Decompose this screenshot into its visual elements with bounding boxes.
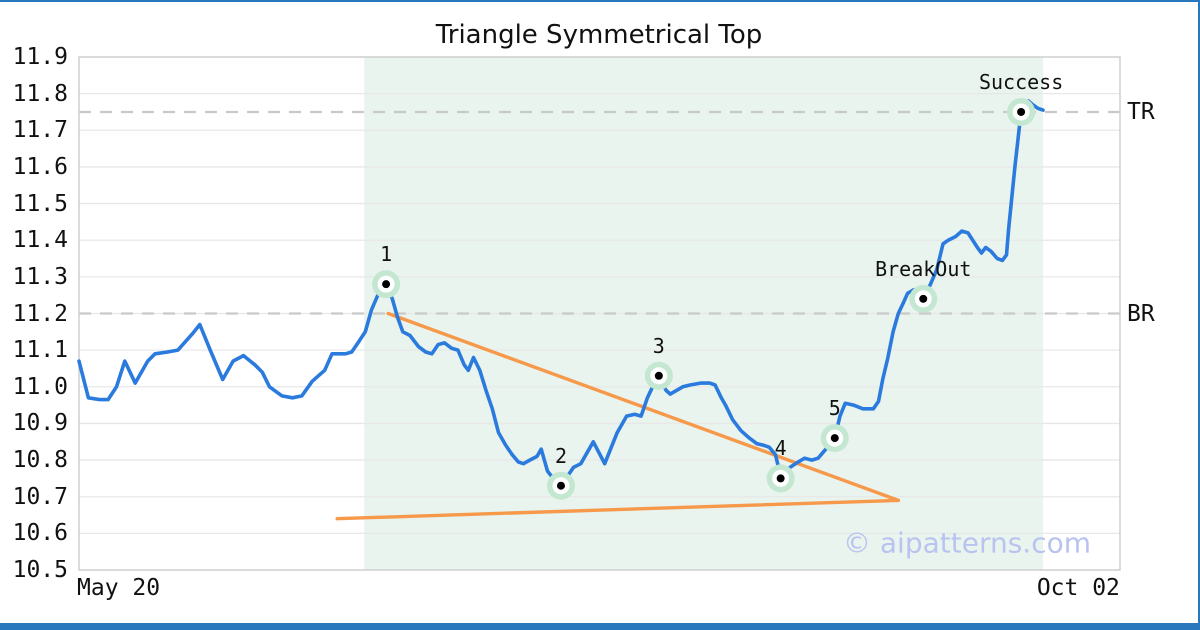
level-label-TR: TR	[1127, 98, 1155, 125]
marker-point-BreakOut	[919, 294, 928, 303]
y-tick-label: 10.6	[12, 520, 68, 547]
top-frame-bar	[0, 0, 1200, 2]
lower-trendline	[335, 498, 900, 521]
marker-point-4	[776, 474, 785, 483]
y-tick-label: 11.8	[12, 80, 68, 107]
x-tick-label: May 20	[77, 575, 161, 601]
plot-border	[78, 56, 1121, 571]
chart-title: Triangle Symmetrical Top	[435, 20, 763, 50]
y-tick-label: 11.3	[12, 263, 68, 290]
marker-label-3: 3	[652, 333, 665, 358]
y-tick-label: 11.4	[12, 227, 68, 254]
marker-point-Success	[1017, 107, 1026, 116]
bottom-frame-bar	[0, 623, 1200, 630]
y-tick-label: 11.0	[12, 373, 68, 400]
y-tick-label: 10.8	[12, 447, 68, 474]
marker-label-4: 4	[774, 436, 787, 461]
y-tick-label: 11.2	[12, 300, 68, 327]
y-tick-label: 10.9	[12, 410, 68, 437]
marker-point-2	[556, 481, 565, 490]
watermark-text: © aipatterns.com	[842, 526, 1092, 560]
marker-point-3	[654, 371, 663, 380]
marker-point-5	[830, 434, 839, 443]
y-tick-label: 10.5	[12, 557, 68, 583]
right-frame-bar	[1198, 0, 1200, 630]
marker-label-BreakOut: BreakOut	[875, 256, 972, 281]
marker-label-2: 2	[554, 443, 567, 468]
y-tick-label: 11.9	[12, 44, 68, 70]
y-tick-label: 11.1	[12, 337, 68, 364]
y-tick-label: 11.7	[12, 117, 68, 144]
y-tick-label: 11.6	[12, 153, 68, 180]
level-label-BR: BR	[1127, 300, 1155, 327]
marker-label-1: 1	[380, 242, 393, 267]
marker-label-Success: Success	[978, 69, 1064, 94]
marker-point-1	[382, 280, 391, 289]
y-tick-label: 10.7	[12, 483, 68, 510]
marker-label-5: 5	[828, 396, 841, 421]
x-tick-label: Oct 02	[1036, 575, 1120, 601]
y-tick-label: 11.5	[12, 190, 68, 217]
